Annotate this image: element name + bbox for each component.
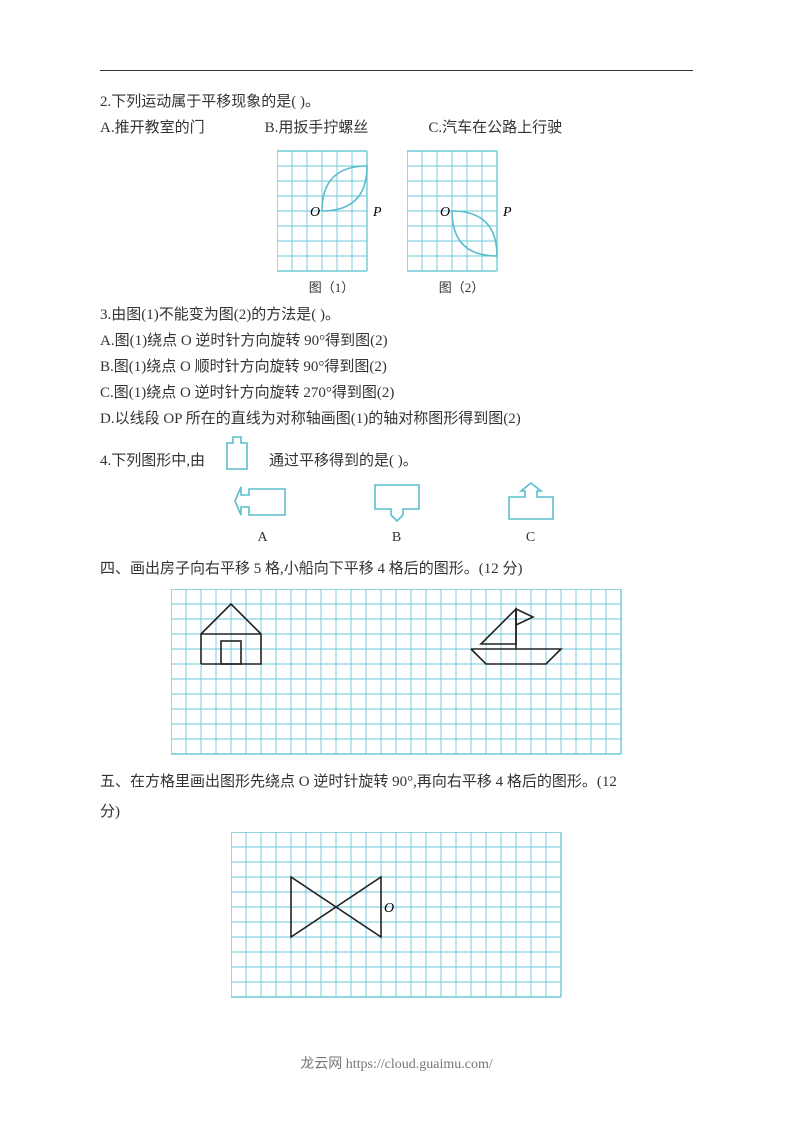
q4-shape-a: A (231, 479, 295, 549)
svg-text:P: P (372, 205, 382, 220)
svg-text:O: O (310, 205, 320, 220)
q4-inline-shape (209, 433, 265, 473)
q2-opt-c: C.汽车在公路上行驶 (428, 116, 562, 140)
q4-stem: 4.下列图形中,由 通过平移得到的是( )。 (100, 433, 693, 473)
sec5-title-l2: 分) (100, 800, 693, 824)
q4-pre: 4.下列图形中,由 (100, 449, 205, 473)
top-rule (100, 70, 693, 71)
q2-opt-b: B.用扳手拧螺丝 (265, 116, 369, 140)
q2-stem: 2.下列运动属于平移现象的是( )。 (100, 90, 693, 114)
fig1-col: O P 图（1） (277, 146, 387, 299)
q4-label-b: B (392, 527, 401, 549)
q2-opt-a: A.推开教室的门 (100, 116, 205, 140)
q4-shape-row: A B C (100, 479, 693, 549)
q2-options: A.推开教室的门 B.用扳手拧螺丝 C.汽车在公路上行驶 (100, 116, 693, 140)
sec5-grid-svg: O (231, 832, 563, 999)
fig2-svg: O P (407, 146, 517, 276)
q3-stem: 3.由图(1)不能变为图(2)的方法是( )。 (100, 303, 693, 327)
q4-shape-c: C (499, 479, 563, 549)
sec5-title-l1: 五、在方格里画出图形先绕点 O 逆时针旋转 90°,再向右平移 4 格后的图形。… (100, 770, 693, 794)
page-footer: 龙云网 https://cloud.guaimu.com/ (0, 1054, 793, 1076)
q4-label-a: A (257, 527, 267, 549)
fig-row-12: O P 图（1） O P 图（2） (100, 146, 693, 299)
q3-opt-d: D.以线段 OP 所在的直线为对称轴画图(1)的轴对称图形得到图(2) (100, 407, 693, 431)
fig2-col: O P 图（2） (407, 146, 517, 299)
sec4-grid-svg (171, 589, 623, 756)
fig1-svg: O P (277, 146, 387, 276)
q4-label-c: C (526, 527, 535, 549)
q3-opt-b: B.图(1)绕点 O 顺时针方向旋转 90°得到图(2) (100, 355, 693, 379)
svg-text:O: O (440, 205, 450, 220)
svg-text:O: O (384, 901, 394, 916)
q4-shape-b: B (365, 479, 429, 549)
fig2-caption: 图（2） (439, 278, 485, 299)
sec5-grid-wrap: O (100, 832, 693, 999)
sec4-title: 四、画出房子向右平移 5 格,小船向下平移 4 格后的图形。(12 分) (100, 557, 693, 581)
q3-opt-a: A.图(1)绕点 O 逆时针方向旋转 90°得到图(2) (100, 329, 693, 353)
q4-post: 通过平移得到的是( )。 (269, 449, 418, 473)
svg-text:P: P (502, 205, 512, 220)
fig1-caption: 图（1） (309, 278, 355, 299)
sec4-grid-wrap (100, 589, 693, 756)
q3-opt-c: C.图(1)绕点 O 逆时针方向旋转 270°得到图(2) (100, 381, 693, 405)
